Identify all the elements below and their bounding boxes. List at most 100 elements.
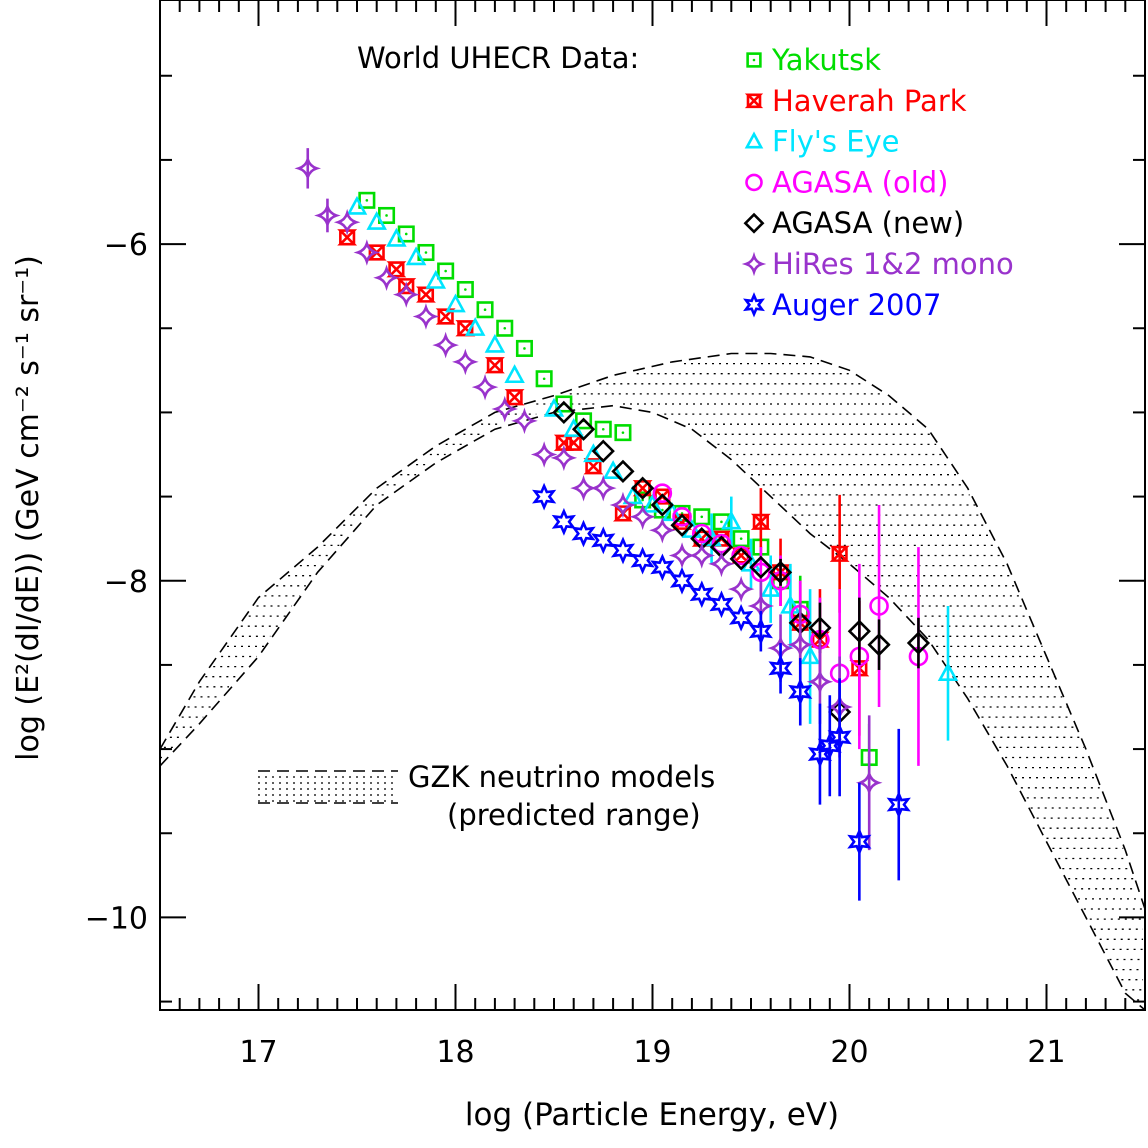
legend-label: AGASA (new) (772, 206, 964, 240)
marker-triangle (780, 594, 801, 614)
marker-diamond (906, 631, 931, 655)
marker-star (532, 482, 557, 511)
marker-astroid (452, 348, 479, 376)
marker-circle (691, 523, 712, 544)
marker-diamond (743, 212, 765, 234)
marker-dot (739, 537, 743, 540)
marker-square (515, 339, 533, 357)
marker-astroid (688, 542, 716, 569)
marker-hourglass (829, 545, 850, 562)
marker-triangle (937, 662, 959, 682)
marker-star (551, 507, 576, 536)
axis-ticks (159, 0, 1146, 1010)
marker-square (614, 424, 632, 442)
marker-hourglass (386, 261, 407, 278)
marker-astroid (570, 474, 597, 502)
legend-item-hires-1-2-mono: HiRes 1&2 mono (741, 247, 1014, 281)
x-tick-label: 20 (830, 1035, 868, 1070)
marker-star (729, 603, 754, 632)
marker-dot (621, 431, 625, 434)
marker-dot (404, 232, 408, 236)
marker-diamond (571, 417, 596, 441)
legend-item-yakutsk: Yakutsk (746, 43, 881, 77)
marker-dot (444, 269, 447, 273)
marker-dot (641, 498, 644, 502)
marker-astroid (708, 550, 735, 578)
marker-hourglass (563, 434, 584, 451)
marker-diamond (591, 439, 615, 463)
legend-item-auger-2007: Auger 2007 (743, 288, 941, 322)
marker-astroid (373, 264, 400, 292)
gzk-legend: GZK neutrino models (predicted range) (258, 760, 715, 832)
marker-triangle (504, 364, 525, 384)
marker-square (535, 370, 553, 388)
marker-diamond (670, 513, 694, 537)
marker-square (358, 191, 376, 209)
marker-star (743, 292, 765, 318)
marker-square (496, 319, 514, 337)
marker-circle (869, 596, 889, 616)
marker-star (630, 546, 655, 575)
marker-diamond (808, 616, 832, 640)
marker-diamond (867, 633, 891, 657)
marker-triangle (484, 333, 506, 353)
marker-star (847, 827, 872, 856)
marker-dot (601, 427, 605, 431)
marker-star (827, 723, 852, 752)
marker-dot (661, 508, 664, 512)
marker-astroid (294, 155, 322, 182)
marker-hourglass (484, 357, 505, 374)
marker-triangle (464, 317, 486, 336)
y-axis-label: log (E²(dI/dE)) (GeV cm⁻² s⁻¹ sr⁻¹) (11, 255, 46, 761)
marker-astroid (786, 631, 814, 658)
marker-astroid (412, 303, 440, 330)
marker-astroid (589, 474, 617, 502)
marker-astroid (432, 331, 459, 359)
marker-triangle (386, 227, 407, 247)
gzk-label-line1: GZK neutrino models (408, 760, 715, 794)
marker-diamond (650, 493, 674, 517)
marker-astroid (855, 769, 883, 797)
marker-circle (672, 506, 692, 527)
marker-astroid (668, 542, 696, 569)
legend-item-fly-s-eye: Fly's Eye (744, 125, 900, 159)
marker-square (456, 281, 474, 299)
legend-item-agasa-new: AGASA (new) (743, 206, 964, 240)
marker-star (689, 580, 714, 609)
marker-square (476, 301, 494, 319)
marker-hourglass (337, 229, 358, 246)
data-series (294, 148, 959, 901)
marker-diamond (749, 555, 773, 579)
marker-dot (523, 347, 526, 350)
y-tick-label: −10 (85, 901, 148, 936)
marker-triangle (445, 293, 466, 313)
marker-astroid (550, 444, 578, 472)
marker-astroid (530, 441, 558, 468)
marker-hourglass (613, 505, 633, 522)
legend-label: Auger 2007 (772, 288, 941, 322)
marker-dot (503, 326, 507, 330)
marker-astroid (727, 575, 755, 603)
marker-triangle (642, 493, 663, 513)
marker-triangle (405, 246, 427, 266)
marker-hourglass (744, 93, 764, 109)
marker-star (669, 566, 695, 595)
legend-label: Yakutsk (771, 43, 881, 77)
legend-title: World UHECR Data: (357, 41, 639, 75)
marker-hourglass (750, 513, 771, 530)
axis-tick-labels: 17 18 19 20 21 −6 −8 −10 (85, 228, 1066, 1070)
gzk-legend-key (258, 770, 398, 804)
x-tick-label: 18 (436, 1035, 474, 1070)
marker-triangle (366, 210, 387, 230)
marker-astroid (806, 668, 834, 696)
marker-diamond (847, 619, 871, 643)
series-auger-2007 (532, 482, 911, 901)
marker-dot (483, 308, 487, 312)
marker-astroid (491, 395, 519, 423)
x-tick-label: 19 (633, 1035, 671, 1070)
legend-item-haverah-park: Haverah Park (744, 84, 967, 118)
gzk-label-line2: (predicted range) (447, 798, 701, 832)
marker-triangle (799, 645, 821, 665)
marker-square (594, 420, 612, 438)
marker-dot (720, 520, 723, 524)
